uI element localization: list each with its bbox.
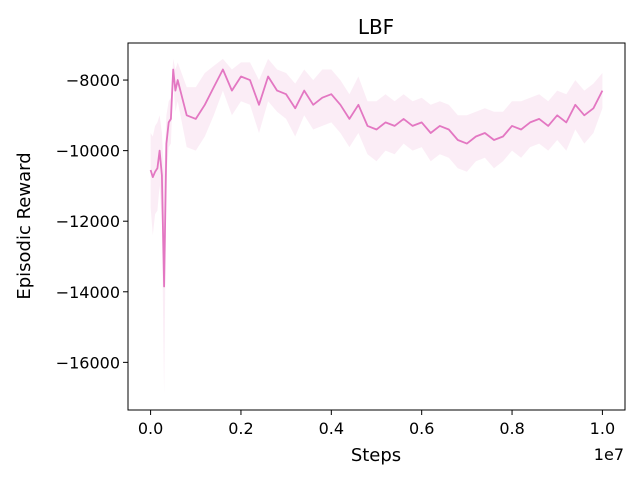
y-tick-label: −14000 [56, 283, 120, 302]
x-tick-label: 0.0 [138, 419, 163, 438]
x-axis-offset-text: 1e7 [594, 445, 624, 464]
x-tick-label: 0.2 [228, 419, 253, 438]
y-tick-label: −10000 [56, 142, 120, 161]
x-tick-label: 0.4 [319, 419, 344, 438]
y-axis-label: Episodic Reward [14, 152, 35, 299]
y-tick-label: −12000 [56, 212, 120, 231]
plot-frame [127, 42, 626, 411]
chart-title: LBF [358, 15, 394, 39]
plot-area [149, 58, 604, 395]
x-axis: 0.0 0.2 0.4 0.6 0.8 1.0 [138, 410, 615, 438]
x-tick-label: 1.0 [590, 419, 615, 438]
y-tick-label: −16000 [56, 353, 120, 372]
y-tick-label: −8000 [66, 71, 120, 90]
x-tick-label: 0.6 [409, 419, 434, 438]
series-confidence-band [150, 58, 603, 395]
y-axis: −16000 −14000 −12000 −10000 −8000 [56, 71, 128, 372]
x-tick-label: 0.8 [499, 419, 524, 438]
series-line [149, 68, 604, 288]
x-axis-label: Steps [351, 445, 401, 466]
